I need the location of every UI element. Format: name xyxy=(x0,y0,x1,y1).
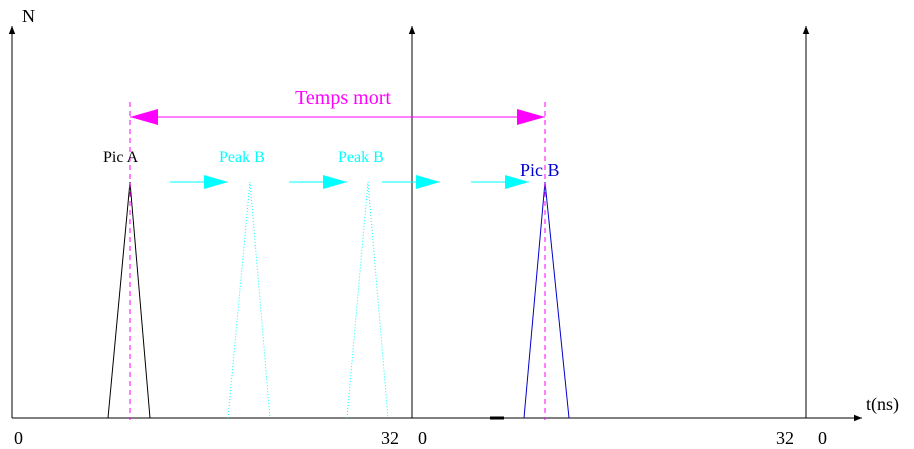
pic-b-label: Pic B xyxy=(520,160,560,180)
peak-b-ghost-2 xyxy=(346,181,389,419)
dead-time-label: Temps mort xyxy=(295,87,391,109)
pic-b-peak xyxy=(523,181,570,419)
pic-a-label: Pic A xyxy=(103,149,139,166)
y-axis-label: N xyxy=(22,6,35,26)
tick-label-origin-3: 0 xyxy=(818,428,827,448)
peak-b-ghost-1-label: Peak B xyxy=(219,149,265,166)
x-axis-label: t(ns) xyxy=(866,394,899,415)
peak-b-ghost-2-label: Peak B xyxy=(338,149,384,166)
tick-label-origin-2: 0 xyxy=(418,428,427,448)
tick-label-end-2: 32 xyxy=(776,428,794,448)
tick-label-origin-1: 0 xyxy=(14,428,23,448)
pic-a-peak xyxy=(107,181,151,419)
peak-b-ghost-1 xyxy=(227,181,271,419)
tick-label-end-1: 32 xyxy=(381,428,399,448)
